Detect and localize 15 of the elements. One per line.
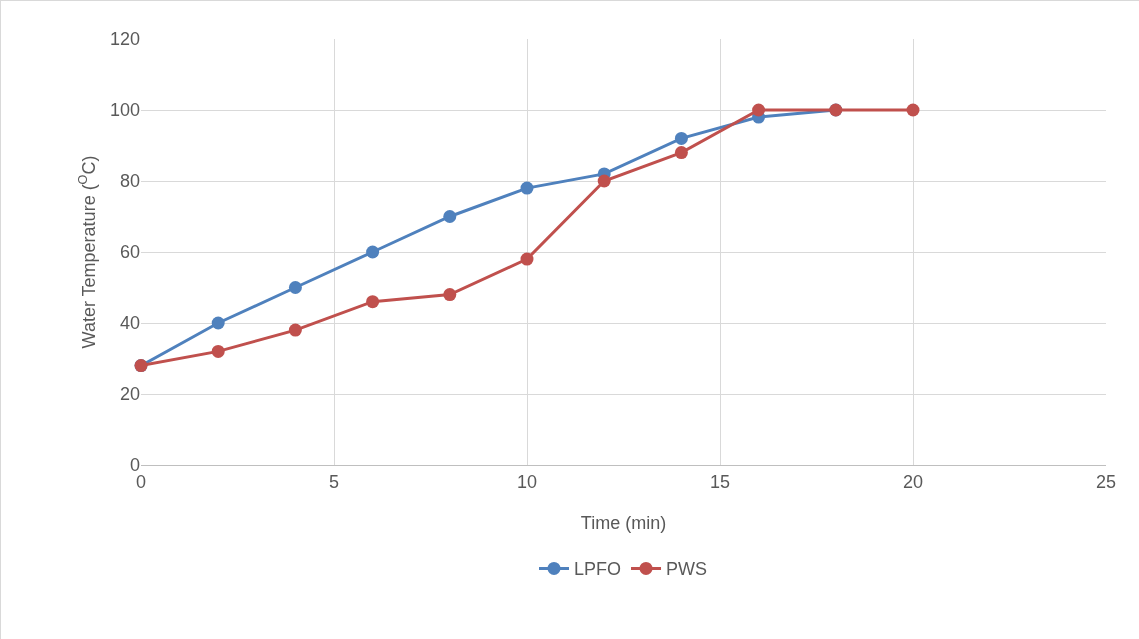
x-tick-label: 20 — [902, 471, 924, 492]
y-tick-label: 20 — [119, 384, 140, 405]
y-tick-label: 100 — [109, 100, 140, 121]
y-tick-label: 40 — [119, 313, 140, 334]
y-tick-label: 60 — [119, 242, 140, 263]
x-tick-label: 15 — [709, 471, 731, 492]
legend-label: LPFO — [574, 559, 622, 580]
x-tick-label: 10 — [516, 471, 538, 492]
x-tick-label: 5 — [328, 471, 340, 492]
y-tick-label: 0 — [129, 455, 140, 476]
legend-label: PWS — [666, 559, 708, 580]
y-tick-label: 80 — [119, 171, 140, 192]
x-tick-label: 25 — [1095, 471, 1117, 492]
x-axis-title: Time (min) — [580, 513, 667, 533]
y-tick-label: 120 — [109, 29, 140, 50]
